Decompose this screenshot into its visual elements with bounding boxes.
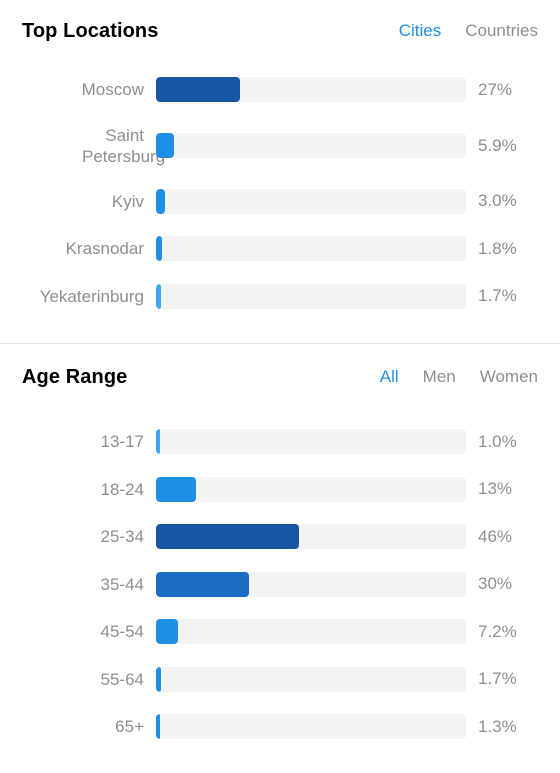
bar-fill bbox=[156, 188, 166, 214]
age-range-title: Age Range bbox=[22, 365, 128, 388]
row-label: Saint Petersburg bbox=[82, 125, 166, 166]
row-value: 1.7% bbox=[478, 669, 517, 689]
row-value: 1.3% bbox=[478, 716, 517, 736]
bar-track bbox=[156, 133, 466, 158]
row-label: 65+ bbox=[115, 717, 144, 737]
bar-track bbox=[156, 77, 466, 103]
row-label: 55-64 bbox=[100, 669, 144, 689]
list-item: 55-64 1.7% bbox=[22, 656, 538, 704]
row-value: 30% bbox=[478, 574, 513, 594]
list-item: Kyiv 3.0% bbox=[22, 178, 538, 226]
bar-track bbox=[156, 236, 466, 262]
row-value: 1.7% bbox=[478, 286, 517, 306]
bar-fill bbox=[156, 714, 161, 740]
row-value: 46% bbox=[478, 526, 513, 546]
bar-fill bbox=[156, 666, 162, 692]
tab-countries[interactable]: Countries bbox=[465, 21, 538, 40]
row-label: 18-24 bbox=[100, 479, 144, 499]
bar-fill bbox=[156, 429, 160, 455]
tab-all[interactable]: All bbox=[379, 367, 399, 386]
list-item: 35-44 30% bbox=[22, 561, 538, 609]
top-locations-header: Top Locations Cities Countries bbox=[22, 0, 538, 62]
bar-track bbox=[156, 188, 466, 214]
row-value: 5.9% bbox=[478, 135, 517, 155]
bar-fill bbox=[156, 524, 299, 550]
row-label: 45-54 bbox=[100, 622, 144, 642]
tab-women[interactable]: Women bbox=[479, 367, 538, 386]
top-locations-tabs: Cities Countries bbox=[399, 21, 538, 41]
bar-fill bbox=[156, 133, 175, 158]
bar-track bbox=[156, 666, 466, 692]
bar-fill bbox=[156, 571, 249, 597]
list-item: Moscow 27% bbox=[22, 66, 538, 114]
age-range-list: 13-17 1.0% 18-24 13% 25-34 46% 35-44 30%… bbox=[22, 418, 538, 751]
list-item: 45-54 7.2% bbox=[22, 608, 538, 656]
top-locations-title: Top Locations bbox=[22, 19, 159, 42]
row-label: 25-34 bbox=[100, 527, 144, 547]
bar-track bbox=[156, 476, 466, 502]
top-locations-list: Moscow 27% Saint Petersburg 5.9% Kyiv 3.… bbox=[22, 66, 538, 320]
bar-track bbox=[156, 283, 466, 309]
row-label: Moscow bbox=[81, 80, 144, 100]
row-value: 1.8% bbox=[478, 238, 517, 258]
row-label: Kyiv bbox=[111, 191, 144, 211]
list-item: Yekaterinburg 1.7% bbox=[22, 273, 538, 321]
row-value: 7.2% bbox=[478, 621, 517, 641]
row-value: 1.0% bbox=[478, 431, 517, 451]
age-range-tabs: All Men Women bbox=[380, 367, 538, 387]
list-item: 65+ 1.3% bbox=[22, 703, 538, 751]
bar-fill bbox=[156, 236, 162, 262]
row-value: 3.0% bbox=[478, 191, 517, 211]
row-label: 13-17 bbox=[100, 432, 144, 452]
bar-track bbox=[156, 524, 466, 550]
tab-men[interactable]: Men bbox=[422, 367, 456, 386]
bar-track bbox=[156, 714, 466, 740]
list-item: 25-34 46% bbox=[22, 513, 538, 561]
tab-cities[interactable]: Cities bbox=[398, 21, 442, 40]
top-locations-section: Top Locations Cities Countries Moscow 27… bbox=[0, 0, 560, 343]
list-item: 13-17 1.0% bbox=[22, 418, 538, 466]
age-range-header: Age Range All Men Women bbox=[22, 344, 538, 410]
bar-track bbox=[156, 429, 466, 455]
row-label: 35-44 bbox=[100, 574, 144, 594]
bar-fill bbox=[156, 476, 197, 502]
bar-track bbox=[156, 619, 466, 645]
row-label: Krasnodar bbox=[65, 239, 144, 259]
bar-fill bbox=[156, 77, 240, 103]
list-item: Krasnodar 1.8% bbox=[22, 225, 538, 273]
bar-fill bbox=[156, 619, 179, 645]
row-value: 13% bbox=[478, 479, 513, 499]
row-label: Yekaterinburg bbox=[39, 286, 144, 306]
bar-fill bbox=[156, 283, 162, 309]
list-item: Saint Petersburg 5.9% bbox=[22, 114, 538, 178]
section-divider bbox=[0, 343, 560, 344]
bar-track bbox=[156, 571, 466, 597]
row-value: 27% bbox=[478, 79, 513, 99]
list-item: 18-24 13% bbox=[22, 466, 538, 514]
age-range-section: Age Range All Men Women 13-17 1.0% 18-24… bbox=[0, 344, 560, 751]
